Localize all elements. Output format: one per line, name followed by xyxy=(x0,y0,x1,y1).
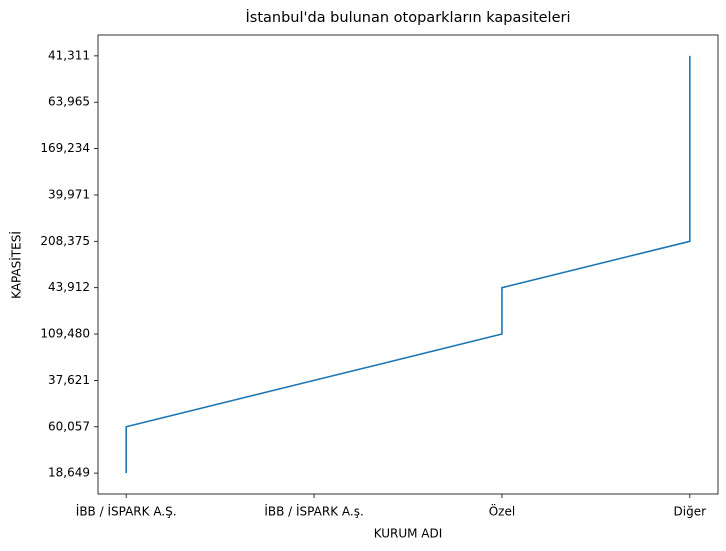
series-line xyxy=(125,55,691,474)
y-tick-label: 43,912 xyxy=(48,280,90,294)
y-tick-label: 169,234 xyxy=(40,141,90,155)
y-tick-label: 208,375 xyxy=(40,234,90,248)
x-tick-label: Diğer xyxy=(674,505,707,519)
plot-frame xyxy=(97,34,719,495)
y-tick-label: 39,971 xyxy=(48,187,90,201)
y-tick-label: 18,649 xyxy=(48,466,90,480)
x-axis-label: KURUM ADI xyxy=(374,527,443,541)
y-tick-label: 60,057 xyxy=(48,419,90,433)
x-tick-label: Özel xyxy=(489,503,515,519)
y-tick-label: 41,311 xyxy=(48,48,90,62)
chart-title: İstanbul'da bulunan otoparkların kapasit… xyxy=(245,8,570,26)
y-tick-label: 109,480 xyxy=(40,327,90,341)
y-tick-label: 37,621 xyxy=(48,373,90,387)
x-tick-label: İBB / İSPARK A.Ş. xyxy=(76,504,177,519)
y-tick-label: 63,965 xyxy=(48,95,90,109)
x-tick-label: İBB / İSPARK A.ş. xyxy=(264,504,363,519)
y-axis-label: KAPASİTESİ xyxy=(9,231,24,299)
